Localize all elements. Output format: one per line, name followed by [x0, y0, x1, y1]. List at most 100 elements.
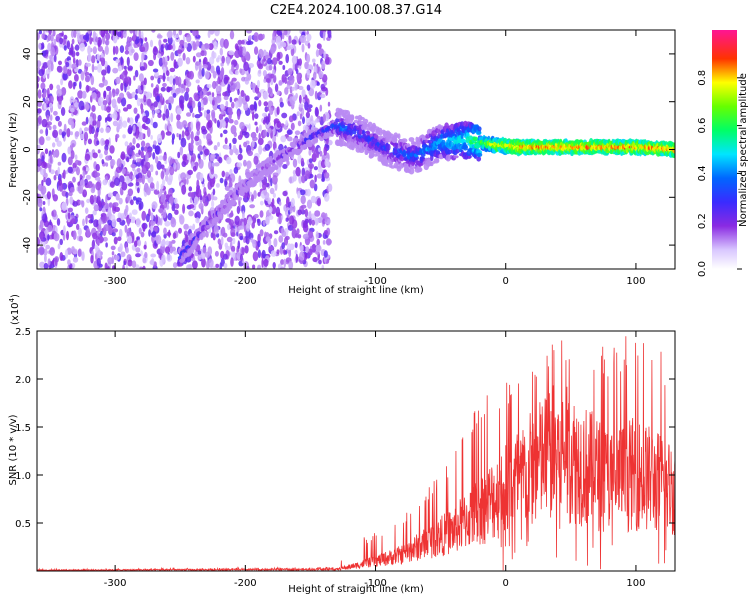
spectrogram-noise-cell: [138, 126, 142, 133]
spectrogram-noise-cell: [124, 50, 130, 55]
spectrogram-noise-cell: [150, 212, 153, 219]
spectrogram-noise-cell: [62, 169, 66, 180]
spectrogram-noise-cell: [150, 164, 154, 173]
spectrogram-noise-cell: [306, 107, 312, 113]
spectrogram-noise-cell: [140, 38, 143, 46]
spectrogram-noise-cell: [135, 199, 140, 205]
spectrogram-noise-cell: [268, 215, 274, 221]
spectrogram-noise-cell: [149, 39, 154, 48]
spectrogram-noise-cell: [102, 100, 108, 106]
spectrogram-noise-cell: [71, 38, 75, 45]
spectrogram-noise-cell: [134, 69, 139, 78]
spectrogram-noise-cell: [163, 227, 167, 235]
spectrogram-noise-cell: [229, 30, 235, 40]
spectrogram-noise-cell: [87, 214, 93, 219]
spectrogram-noise-cell: [175, 87, 181, 95]
spectrogram-noise-cell: [299, 251, 305, 261]
snr-x-tick-label: -300: [104, 578, 127, 589]
spectrogram-noise-cell: [130, 163, 137, 169]
spectrogram-noise-cell: [173, 59, 177, 69]
spectrogram-x-tick-label: 100: [626, 276, 645, 287]
spectrogram-noise-cell: [47, 234, 50, 241]
spectrogram-noise-cell: [63, 34, 68, 40]
spectrogram-noise-cell: [119, 45, 125, 53]
spectrogram-noise-cell: [45, 30, 49, 33]
spectrogram-noise-cell: [172, 78, 176, 86]
spectrogram-noise-cell: [160, 195, 166, 203]
spectrogram-noise-cell: [164, 123, 168, 131]
spectrogram-noise-cell: [204, 70, 210, 80]
spectrogram-noise-cell: [119, 213, 126, 221]
spectrogram-noise-cell: [219, 103, 225, 110]
spectrogram-noise-cell: [38, 69, 45, 77]
spectrogram-noise-cell: [289, 215, 295, 225]
spectrogram-noise-cell: [150, 253, 157, 258]
spectrogram-noise-cell: [82, 34, 89, 41]
spectrogram-noise-cell: [49, 114, 53, 121]
spectrogram-noise-cell: [127, 218, 130, 227]
spectrogram-noise-cell: [213, 224, 219, 235]
spectrogram-noise-cell: [210, 153, 216, 159]
spectrogram-noise-cell: [215, 95, 222, 104]
spectrogram-noise-cell: [76, 32, 81, 41]
spectrogram-noise-cell: [87, 53, 92, 62]
spectrogram-noise-cell: [46, 191, 52, 200]
spectrogram-noise-cell: [294, 242, 298, 249]
spectrogram-noise-cell: [218, 113, 224, 121]
spectrogram-noise-cell: [327, 101, 331, 107]
spectrogram-noise-cell: [130, 48, 135, 54]
spectrogram-noise-cell: [194, 96, 198, 101]
spectrogram-noise-cell: [179, 39, 185, 46]
spectrogram-noise-cell: [135, 253, 141, 258]
spectrogram-noise-cell: [247, 216, 252, 226]
snr-marks: [37, 336, 675, 571]
spectrogram-noise-cell: [182, 52, 186, 61]
spectrogram-noise-cell: [257, 249, 261, 258]
spectrogram-noise-cell: [86, 227, 91, 238]
spectrogram-noise-cell: [201, 67, 205, 77]
spectrogram-noise-cell: [71, 246, 75, 253]
spectrogram-noise-cell: [308, 163, 314, 169]
spectrogram-noise-cell: [104, 149, 108, 156]
spectrogram-noise-cell: [153, 226, 158, 232]
spectrogram-noise-cell: [76, 223, 80, 230]
spectrogram-noise-cell: [186, 43, 192, 52]
spectrogram-noise-cell: [129, 117, 134, 126]
spectrogram-noise-cell: [120, 151, 126, 161]
spectrogram-noise-cell: [129, 30, 134, 34]
spectrogram-noise-cell: [37, 144, 41, 152]
spectrogram-noise-cell: [225, 56, 231, 64]
spectrogram-noise-cell: [263, 129, 267, 138]
spectrogram-noise-cell: [48, 162, 52, 173]
spectrogram-noise-cell: [156, 34, 163, 39]
spectrogram-noise-cell: [92, 30, 97, 40]
spectrogram-noise-cell: [174, 209, 179, 215]
spectrogram-noise-cell: [136, 143, 140, 149]
spectrogram-noise-cell: [140, 66, 145, 71]
spectrogram-noise-cell: [237, 240, 241, 250]
spectrogram-noise-cell: [131, 260, 137, 269]
spectrogram-noise-cell: [157, 77, 161, 84]
spectrogram-noise-cell: [214, 30, 220, 37]
spectrogram-noise-cell: [136, 167, 141, 173]
spectrogram-noise-cell: [286, 129, 293, 135]
spectrogram-noise-cell: [103, 224, 110, 232]
spectrogram-noise-cell: [112, 265, 116, 269]
spectrogram-noise-cell: [270, 250, 277, 257]
spectrogram-noise-cell: [58, 96, 62, 105]
spectrogram-noise-cell: [173, 162, 177, 170]
spectrogram-noise-cell: [213, 162, 220, 167]
spectrogram-noise-cell: [73, 30, 77, 38]
spectrogram-noise-cell: [48, 125, 52, 131]
spectrogram-noise-cell: [133, 107, 138, 114]
spectrogram-noise-cell: [198, 255, 202, 260]
spectrogram-noise-cell: [283, 30, 288, 36]
colorbar-tick-label: 0.8: [697, 70, 708, 86]
spectrogram-noise-cell: [201, 125, 206, 133]
spectrogram-noise-cell: [140, 250, 143, 257]
spectrogram-noise-cell: [254, 102, 258, 112]
spectrogram-noise-cell: [74, 74, 79, 82]
spectrogram-noise-cell: [301, 174, 306, 184]
spectrogram-noise-cell: [180, 137, 187, 148]
spectrogram-noise-cell: [189, 142, 194, 152]
